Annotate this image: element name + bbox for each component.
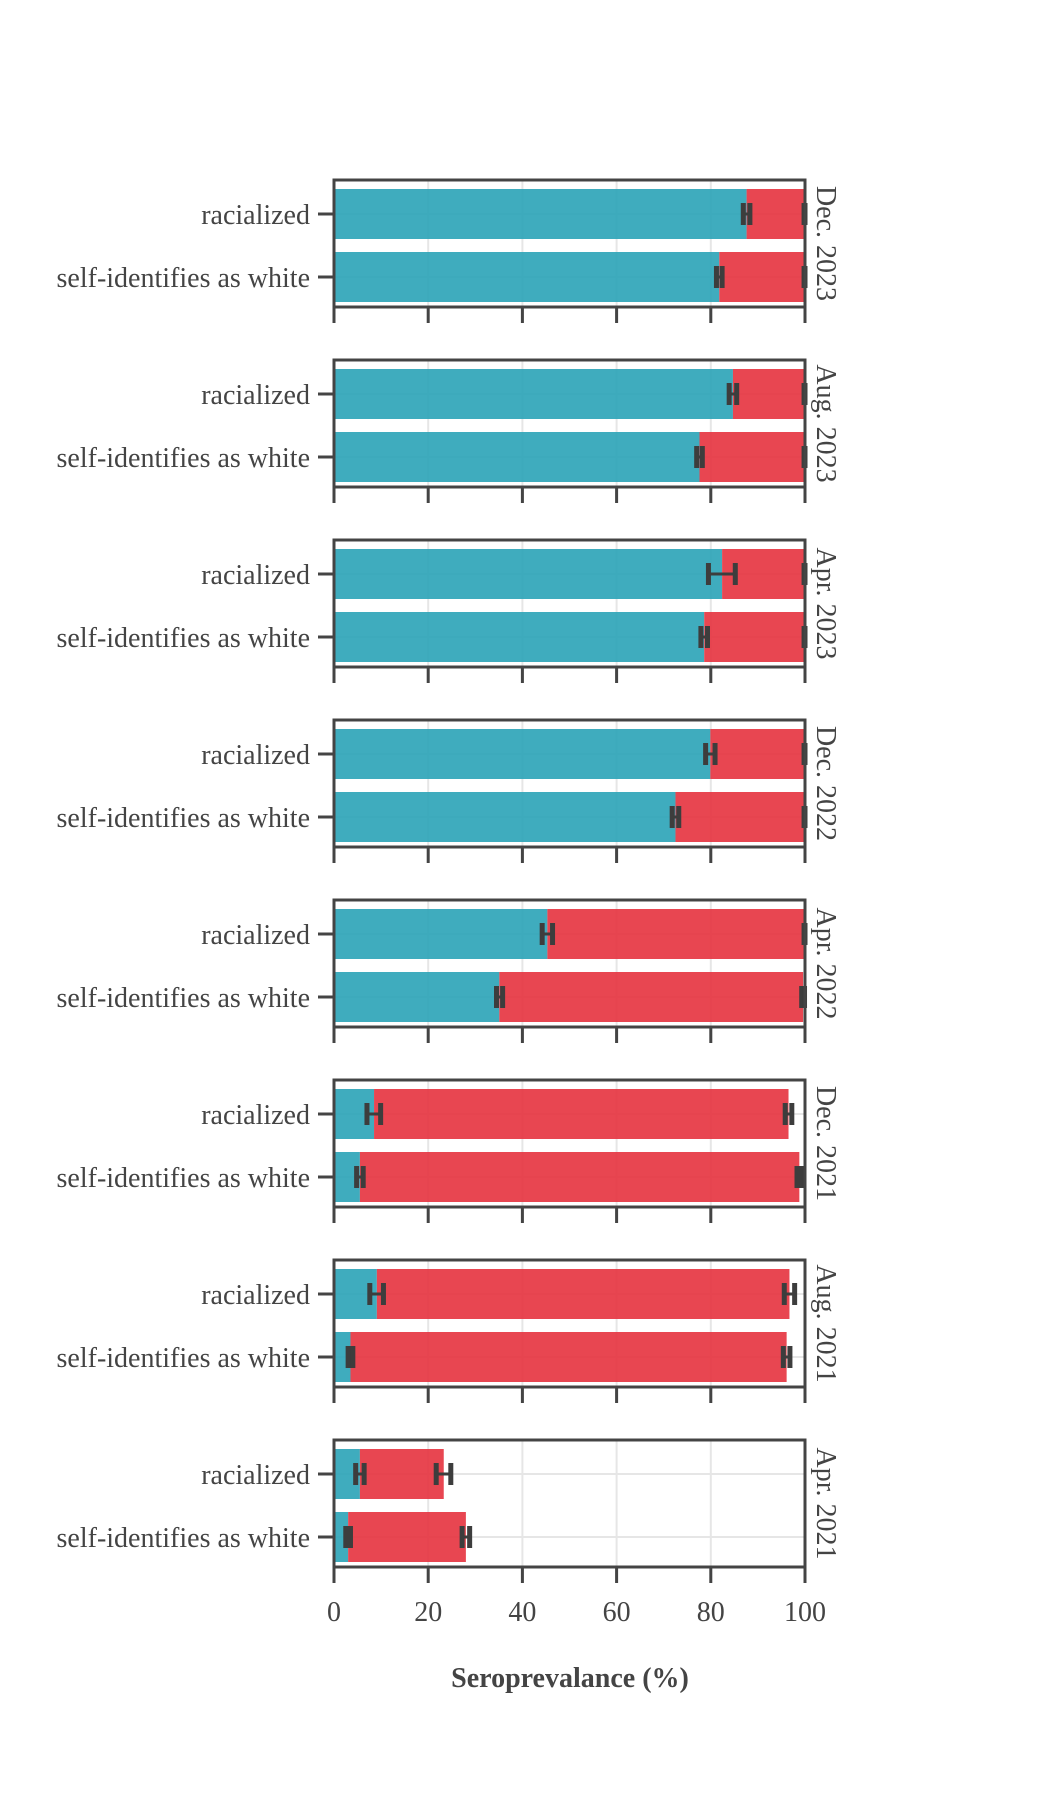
error-bar-1 xyxy=(343,1526,353,1548)
panel-frame xyxy=(332,1258,807,1389)
bar-segment-2 xyxy=(547,909,805,959)
error-bar-1 xyxy=(354,1166,366,1188)
error-bar-1 xyxy=(726,383,740,405)
x-tick-label: 60 xyxy=(603,1597,631,1628)
panel-frame xyxy=(332,718,807,849)
error-bar-1 xyxy=(367,1283,386,1305)
bar-segment-2 xyxy=(732,369,805,419)
panel-frame xyxy=(332,538,807,669)
bar-segment-2 xyxy=(499,972,804,1022)
chart-panels: racialized self-identifies as white Dec. 2… xyxy=(57,178,841,1583)
bar-segment-1 xyxy=(334,1332,351,1382)
category-label: self-identifies as white xyxy=(57,1343,310,1374)
panel: racialized self-identifies as white Apr. 2… xyxy=(57,898,841,1043)
bar-segment-2 xyxy=(374,1089,789,1139)
x-tick-label: 80 xyxy=(697,1597,725,1628)
panel-label: Dec. 2023 xyxy=(810,186,841,301)
bar-segment-1 xyxy=(334,432,700,482)
error-bar-1 xyxy=(705,563,738,585)
category-label: racialized xyxy=(201,560,310,591)
error-bar-1 xyxy=(669,806,682,828)
error-bar-2 xyxy=(780,1346,793,1368)
error-bar-2 xyxy=(794,1166,805,1188)
panel-label: Aug. 2023 xyxy=(810,364,841,482)
error-bar-1 xyxy=(353,1463,367,1485)
category-label: racialized xyxy=(201,920,310,951)
bar-segment-2 xyxy=(376,1269,790,1319)
bar-segment-2 xyxy=(359,1152,800,1202)
bar-segment-2 xyxy=(704,612,805,662)
category-label: racialized xyxy=(201,1100,310,1131)
panel: racialized self-identifies as white Aug. 2… xyxy=(57,358,841,503)
bar-segment-1 xyxy=(334,909,548,959)
bar-segment-1 xyxy=(334,729,711,779)
panel: racialized self-identifies as white Apr. 2… xyxy=(57,1438,841,1583)
panel: racialized self-identifies as white Aug. 2… xyxy=(57,1258,841,1403)
bar-segment-1 xyxy=(334,612,705,662)
error-bar-1 xyxy=(345,1346,356,1368)
panel-frame xyxy=(332,178,807,309)
category-label: self-identifies as white xyxy=(57,263,310,294)
panel-frame xyxy=(332,1438,807,1569)
error-bar-1 xyxy=(740,203,753,225)
bar-segment-1 xyxy=(334,252,720,302)
panel-label: Aug. 2021 xyxy=(810,1264,841,1382)
x-tick-label: 20 xyxy=(414,1597,442,1628)
x-tick-label: 100 xyxy=(784,1597,826,1628)
panel-label: Dec. 2021 xyxy=(810,1086,841,1201)
category-label: self-identifies as white xyxy=(57,983,310,1014)
error-bar-2 xyxy=(459,1526,473,1548)
panel-label: Apr. 2023 xyxy=(810,548,841,660)
bar-segment-1 xyxy=(334,972,500,1022)
category-label: racialized xyxy=(201,380,310,411)
category-label: self-identifies as white xyxy=(57,1163,310,1194)
error-bar-1 xyxy=(703,743,718,765)
error-bar-1 xyxy=(539,923,556,945)
error-bar-2 xyxy=(781,1283,798,1305)
x-axis: 0 20 40 60 80 100 xyxy=(327,1597,826,1628)
error-bar-2 xyxy=(433,1463,454,1485)
bar-segment-1 xyxy=(334,792,676,842)
error-bar-1 xyxy=(364,1103,384,1125)
category-label: racialized xyxy=(201,1460,310,1491)
error-bar-1 xyxy=(713,266,725,288)
bar-segment-2 xyxy=(719,252,805,302)
bar-segment-2 xyxy=(746,189,805,239)
bar-segment-1 xyxy=(334,1512,349,1562)
panel-label: Apr. 2022 xyxy=(810,908,841,1020)
bar-segment-2 xyxy=(699,432,805,482)
category-label: self-identifies as white xyxy=(57,803,310,834)
panel-frame xyxy=(332,898,807,1029)
bar-segment-1 xyxy=(334,549,723,599)
bar-segment-1 xyxy=(334,189,747,239)
panel: racialized self-identifies as white Apr. 2… xyxy=(57,538,841,683)
category-label: racialized xyxy=(201,1280,310,1311)
panel: racialized self-identifies as white Dec. 2… xyxy=(57,718,841,863)
bar-segment-2 xyxy=(710,729,805,779)
category-label: self-identifies as white xyxy=(57,443,310,474)
panel-label: Dec. 2022 xyxy=(810,726,841,841)
error-bar-2 xyxy=(782,1103,795,1125)
x-tick-label: 0 xyxy=(327,1597,341,1628)
bar-segment-2 xyxy=(348,1512,466,1562)
bar-segment-2 xyxy=(359,1449,444,1499)
x-axis-title: Seroprevalance (%) xyxy=(451,1663,689,1694)
panel: racialized self-identifies as white Dec. 2… xyxy=(57,178,841,323)
panel-label: Apr. 2021 xyxy=(810,1448,841,1560)
category-label: self-identifies as white xyxy=(57,623,310,654)
panel: racialized self-identifies as white Dec. 2… xyxy=(57,1078,841,1223)
category-label: racialized xyxy=(201,740,310,771)
error-bar-1 xyxy=(493,986,506,1008)
x-tick-label: 40 xyxy=(508,1597,536,1628)
category-label: racialized xyxy=(201,200,310,231)
bar-segment-2 xyxy=(350,1332,787,1382)
category-label: self-identifies as white xyxy=(57,1523,310,1554)
panel-frame xyxy=(332,358,807,489)
error-bar-1 xyxy=(698,626,711,648)
panel-frame xyxy=(332,1078,807,1209)
error-bar-1 xyxy=(694,446,705,468)
bar-segment-2 xyxy=(675,792,805,842)
bar-segment-1 xyxy=(334,369,733,419)
